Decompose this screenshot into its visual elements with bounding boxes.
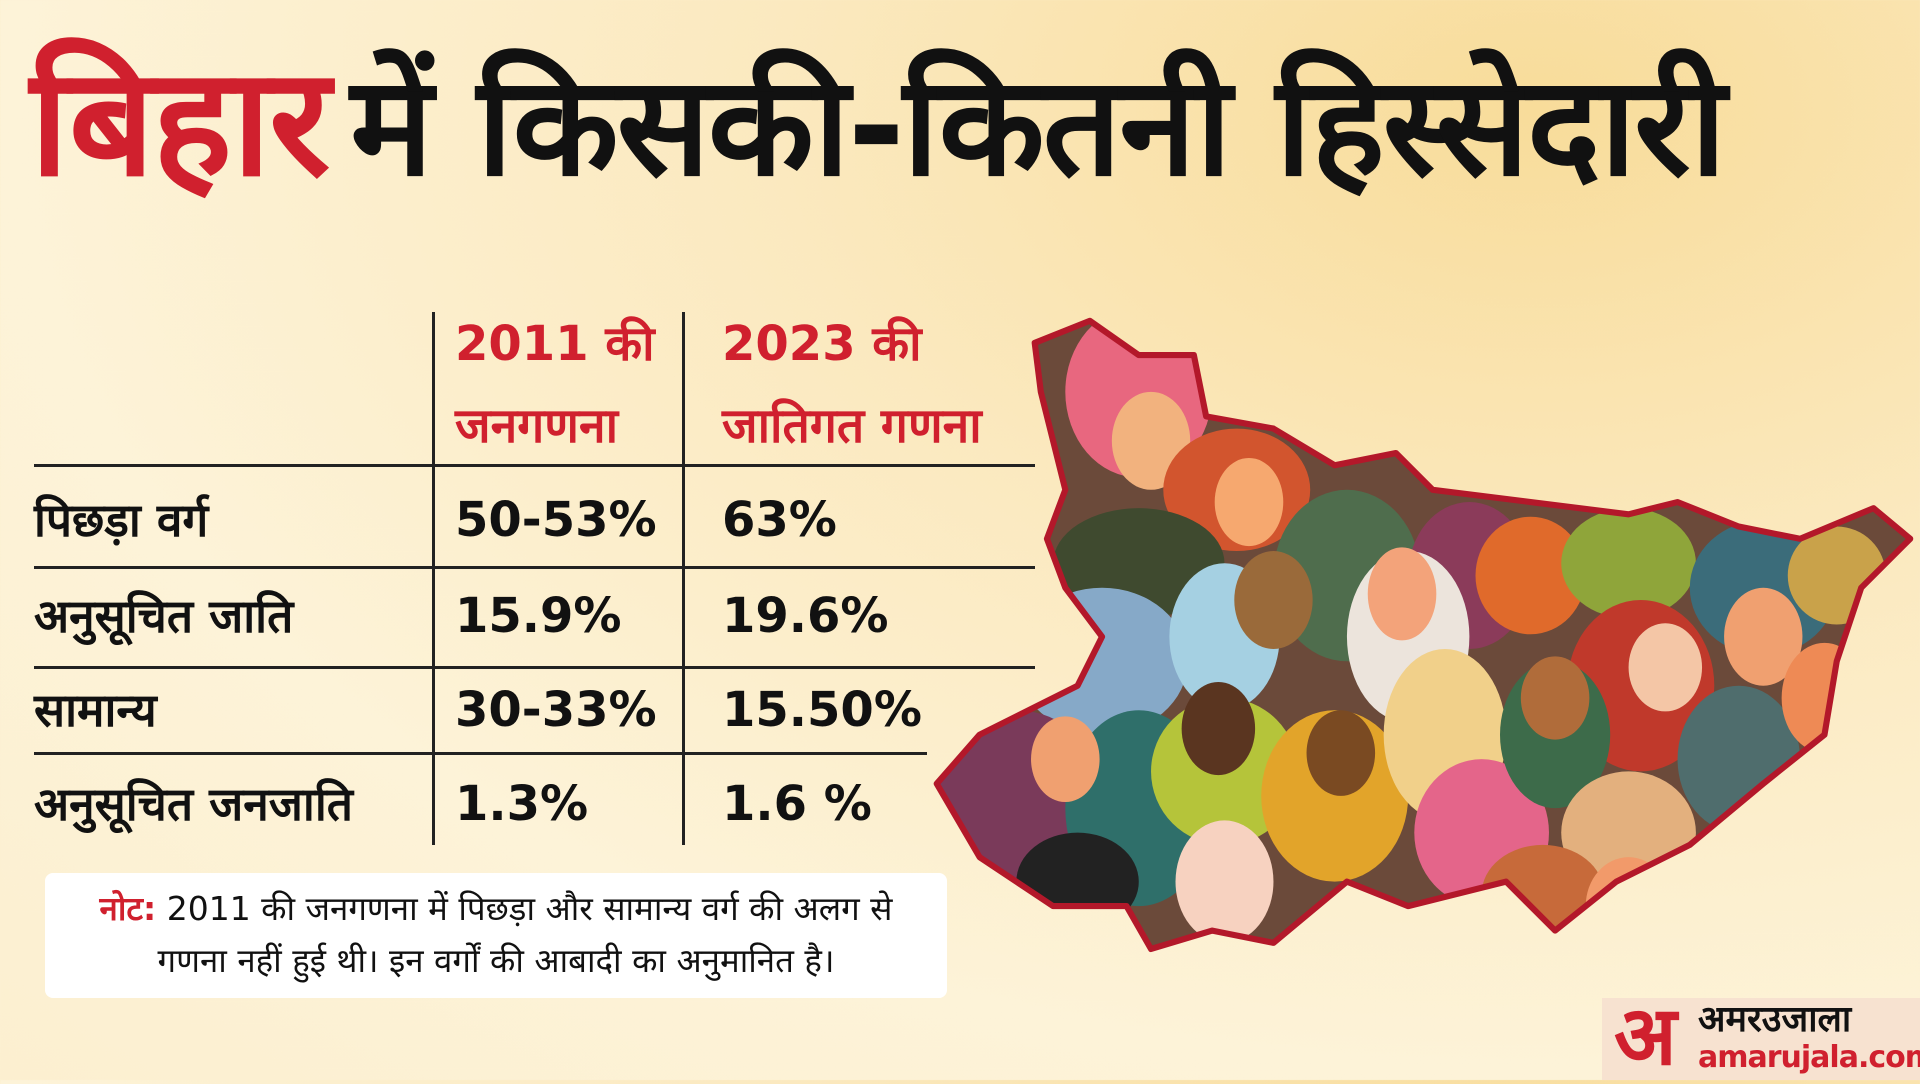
title-highlight: बिहार (30, 36, 330, 210)
row-category: पिछड़ा वर्ग (34, 493, 209, 547)
row-value-2011: 50-53% (455, 492, 657, 548)
column-divider (432, 312, 435, 845)
row-value-2023: 63% (722, 492, 837, 548)
row-value-2011: 15.9% (455, 588, 622, 644)
header-2023-line2: जातिगत गणना (722, 398, 982, 454)
logo-site: amarujala.com (1698, 1040, 1920, 1075)
note-text: 2011 की जनगणना में पिछड़ा और सामान्य वर्… (157, 889, 893, 980)
row-value-2023: 15.50% (722, 682, 922, 738)
note-box: नोट: 2011 की जनगणना में पिछड़ा और सामान्… (45, 873, 947, 998)
header-2011-line1: 2011 की (455, 316, 655, 372)
header-2011-line2: जनगणना (455, 398, 619, 454)
row-divider (34, 666, 1035, 669)
amar-ujala-logo: अ अमरउजाला amarujala.com (1602, 994, 1920, 1080)
header-2023-line1: 2023 की (722, 316, 922, 372)
title-rest: में किसकी-कितनी हिस्सेदारी (350, 46, 1726, 207)
row-divider (34, 566, 1035, 569)
logo-mark: अ (1614, 989, 1677, 1084)
row-category: अनुसूचित जनजाति (34, 777, 353, 831)
page-title: बिहार में किसकी-कितनी हिस्सेदारी (30, 36, 1726, 212)
row-value-2023: 1.6 % (722, 776, 872, 832)
row-value-2011: 1.3% (455, 776, 589, 832)
column-divider (682, 312, 685, 845)
row-category: अनुसूचित जाति (34, 589, 294, 643)
note-label: नोट: (99, 889, 157, 928)
row-divider (34, 752, 927, 755)
row-divider (34, 464, 1035, 467)
row-value-2023: 19.6% (722, 588, 889, 644)
row-category: सामान्य (34, 683, 157, 737)
row-value-2011: 30-33% (455, 682, 657, 738)
logo-name: अमरउजाला (1698, 999, 1852, 1040)
